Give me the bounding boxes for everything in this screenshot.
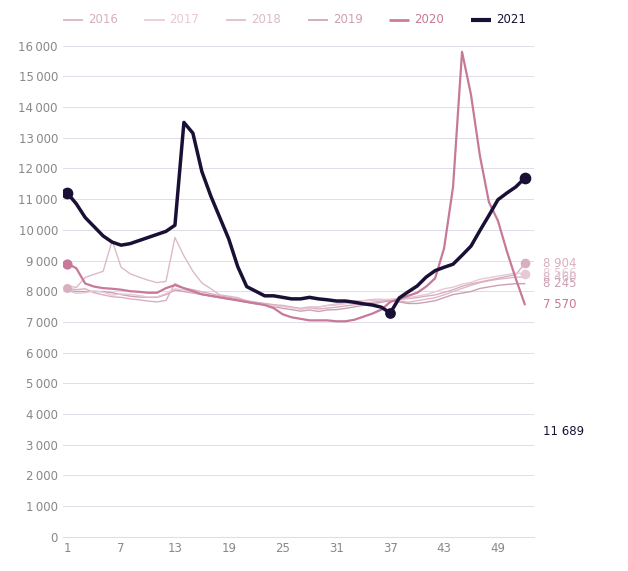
2021 bbox=[180, 119, 188, 126]
2018 bbox=[99, 268, 107, 275]
2019 bbox=[350, 303, 358, 310]
2016 bbox=[369, 299, 376, 305]
Line: 2016: 2016 bbox=[67, 263, 525, 309]
2021 bbox=[63, 190, 71, 196]
2019 bbox=[315, 308, 322, 315]
2021 bbox=[369, 301, 376, 308]
2016 bbox=[279, 303, 286, 309]
2020 bbox=[333, 318, 340, 325]
2020 bbox=[63, 260, 71, 267]
2016 bbox=[521, 260, 529, 267]
2019 bbox=[512, 280, 519, 287]
2016 bbox=[315, 305, 322, 312]
2020 bbox=[99, 285, 107, 292]
Text: 8 460: 8 460 bbox=[543, 271, 577, 284]
2018 bbox=[171, 234, 179, 241]
Text: 2017: 2017 bbox=[170, 14, 200, 26]
2017 bbox=[279, 303, 286, 310]
Text: 2020: 2020 bbox=[414, 14, 444, 26]
2016 bbox=[350, 301, 358, 308]
Point bbox=[520, 270, 530, 279]
2020 bbox=[521, 301, 529, 308]
Text: 2016: 2016 bbox=[88, 14, 118, 26]
Line: 2020: 2020 bbox=[67, 52, 525, 321]
Point bbox=[385, 308, 395, 317]
Point bbox=[62, 284, 72, 293]
2021 bbox=[315, 295, 322, 302]
2018 bbox=[288, 303, 295, 310]
Text: 2018: 2018 bbox=[251, 14, 281, 26]
Line: 2017: 2017 bbox=[67, 273, 525, 309]
2018 bbox=[323, 302, 331, 309]
2020 bbox=[369, 310, 376, 317]
Text: 7 570: 7 570 bbox=[543, 298, 577, 311]
Text: 2019: 2019 bbox=[333, 14, 363, 26]
Point bbox=[62, 259, 72, 268]
2020 bbox=[225, 295, 232, 302]
2017 bbox=[521, 271, 529, 278]
2018 bbox=[377, 296, 385, 303]
2017 bbox=[369, 297, 376, 304]
2020 bbox=[306, 317, 313, 324]
2020 bbox=[458, 49, 466, 55]
Line: 2019: 2019 bbox=[67, 284, 525, 311]
2017 bbox=[99, 289, 107, 296]
Point bbox=[520, 174, 530, 183]
2021 bbox=[99, 232, 107, 239]
Text: 8 566: 8 566 bbox=[543, 267, 577, 280]
2017 bbox=[512, 270, 519, 276]
2017 bbox=[225, 295, 232, 302]
2017 bbox=[315, 303, 322, 310]
2018 bbox=[234, 294, 242, 301]
2019 bbox=[521, 280, 529, 287]
2017 bbox=[350, 299, 358, 305]
2018 bbox=[360, 297, 367, 304]
2019 bbox=[279, 305, 286, 312]
Text: 8 245: 8 245 bbox=[543, 277, 577, 290]
2016 bbox=[99, 291, 107, 298]
2019 bbox=[225, 296, 232, 303]
2021 bbox=[521, 175, 529, 182]
2016 bbox=[494, 275, 502, 282]
2021 bbox=[386, 309, 394, 316]
2019 bbox=[306, 307, 313, 313]
Point bbox=[520, 259, 530, 268]
Line: 2018: 2018 bbox=[67, 238, 525, 308]
2018 bbox=[521, 274, 529, 280]
Point bbox=[62, 188, 72, 198]
2021 bbox=[288, 295, 295, 302]
2019 bbox=[63, 287, 71, 293]
2020 bbox=[279, 311, 286, 317]
2020 bbox=[350, 316, 358, 323]
2019 bbox=[99, 288, 107, 295]
2016 bbox=[225, 294, 232, 301]
Text: 11 689: 11 689 bbox=[543, 425, 584, 437]
2017 bbox=[297, 306, 305, 313]
2016 bbox=[63, 285, 71, 292]
2021 bbox=[234, 263, 242, 270]
2021 bbox=[350, 299, 358, 305]
Text: 2021: 2021 bbox=[496, 14, 526, 26]
2017 bbox=[63, 287, 71, 294]
Line: 2021: 2021 bbox=[67, 122, 525, 313]
2018 bbox=[63, 282, 71, 289]
2019 bbox=[369, 300, 376, 307]
Text: 8 904: 8 904 bbox=[543, 257, 577, 270]
2018 bbox=[297, 305, 305, 312]
